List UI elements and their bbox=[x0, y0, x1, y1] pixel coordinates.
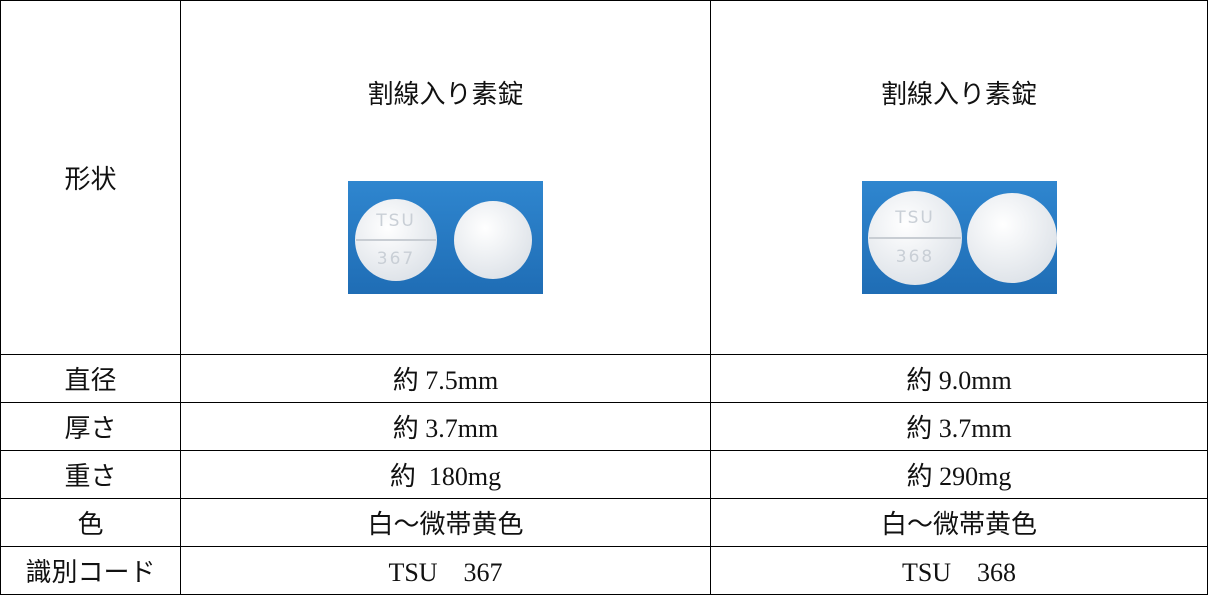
imprint-text: TSU bbox=[375, 211, 416, 231]
column-title: 割線入り素錠 bbox=[367, 80, 524, 109]
cell: 約 3.7mm bbox=[180, 402, 711, 451]
imprint-text: 368 bbox=[895, 247, 933, 267]
row-label: 直径 bbox=[0, 354, 181, 403]
tablet-photo: TSU 368 bbox=[861, 181, 1057, 294]
cell: 約 3.7mm bbox=[710, 402, 1208, 451]
spec-row: 直径約 7.5mm 約 9.0mm bbox=[0, 354, 1208, 403]
cell: 約 9.0mm bbox=[710, 354, 1208, 403]
cell: 約 290mg bbox=[710, 450, 1208, 499]
spec-row: 厚さ約 3.7mm 約 3.7mm bbox=[0, 402, 1208, 451]
imprint-text: TSU bbox=[894, 208, 935, 228]
tablet-photo: TSU 367 bbox=[348, 181, 543, 294]
header-row: 形状 割線入り素錠 TSU 367 割線入り素錠 bbox=[0, 0, 1208, 355]
row-label: 形状 bbox=[0, 0, 181, 355]
spec-row: 色白～微帯黄色 白～微帯黄色 bbox=[0, 498, 1208, 547]
row-label: 厚さ bbox=[0, 402, 181, 451]
spec-row: 重さ約 180mg 約 290mg bbox=[0, 450, 1208, 499]
spec-row: 識別コード TSU 367 TSU 368 bbox=[0, 546, 1208, 595]
cell: 約 7.5mm bbox=[180, 354, 711, 403]
row-label: 識別コード bbox=[0, 546, 181, 595]
cell: 白～微帯黄色 bbox=[710, 498, 1208, 547]
cell: 白～微帯黄色 bbox=[180, 498, 711, 547]
column-header: 割線入り素錠 TSU 367 bbox=[180, 0, 711, 355]
imprint-text: 367 bbox=[377, 249, 415, 269]
row-label: 重さ bbox=[0, 450, 181, 499]
cell: TSU 368 bbox=[710, 546, 1208, 595]
cell: TSU 367 bbox=[180, 546, 711, 595]
cell: 約 180mg bbox=[180, 450, 711, 499]
column-header: 割線入り素錠 TSU 368 bbox=[710, 0, 1208, 355]
row-label: 色 bbox=[0, 498, 181, 547]
column-title: 割線入り素錠 bbox=[880, 80, 1037, 109]
